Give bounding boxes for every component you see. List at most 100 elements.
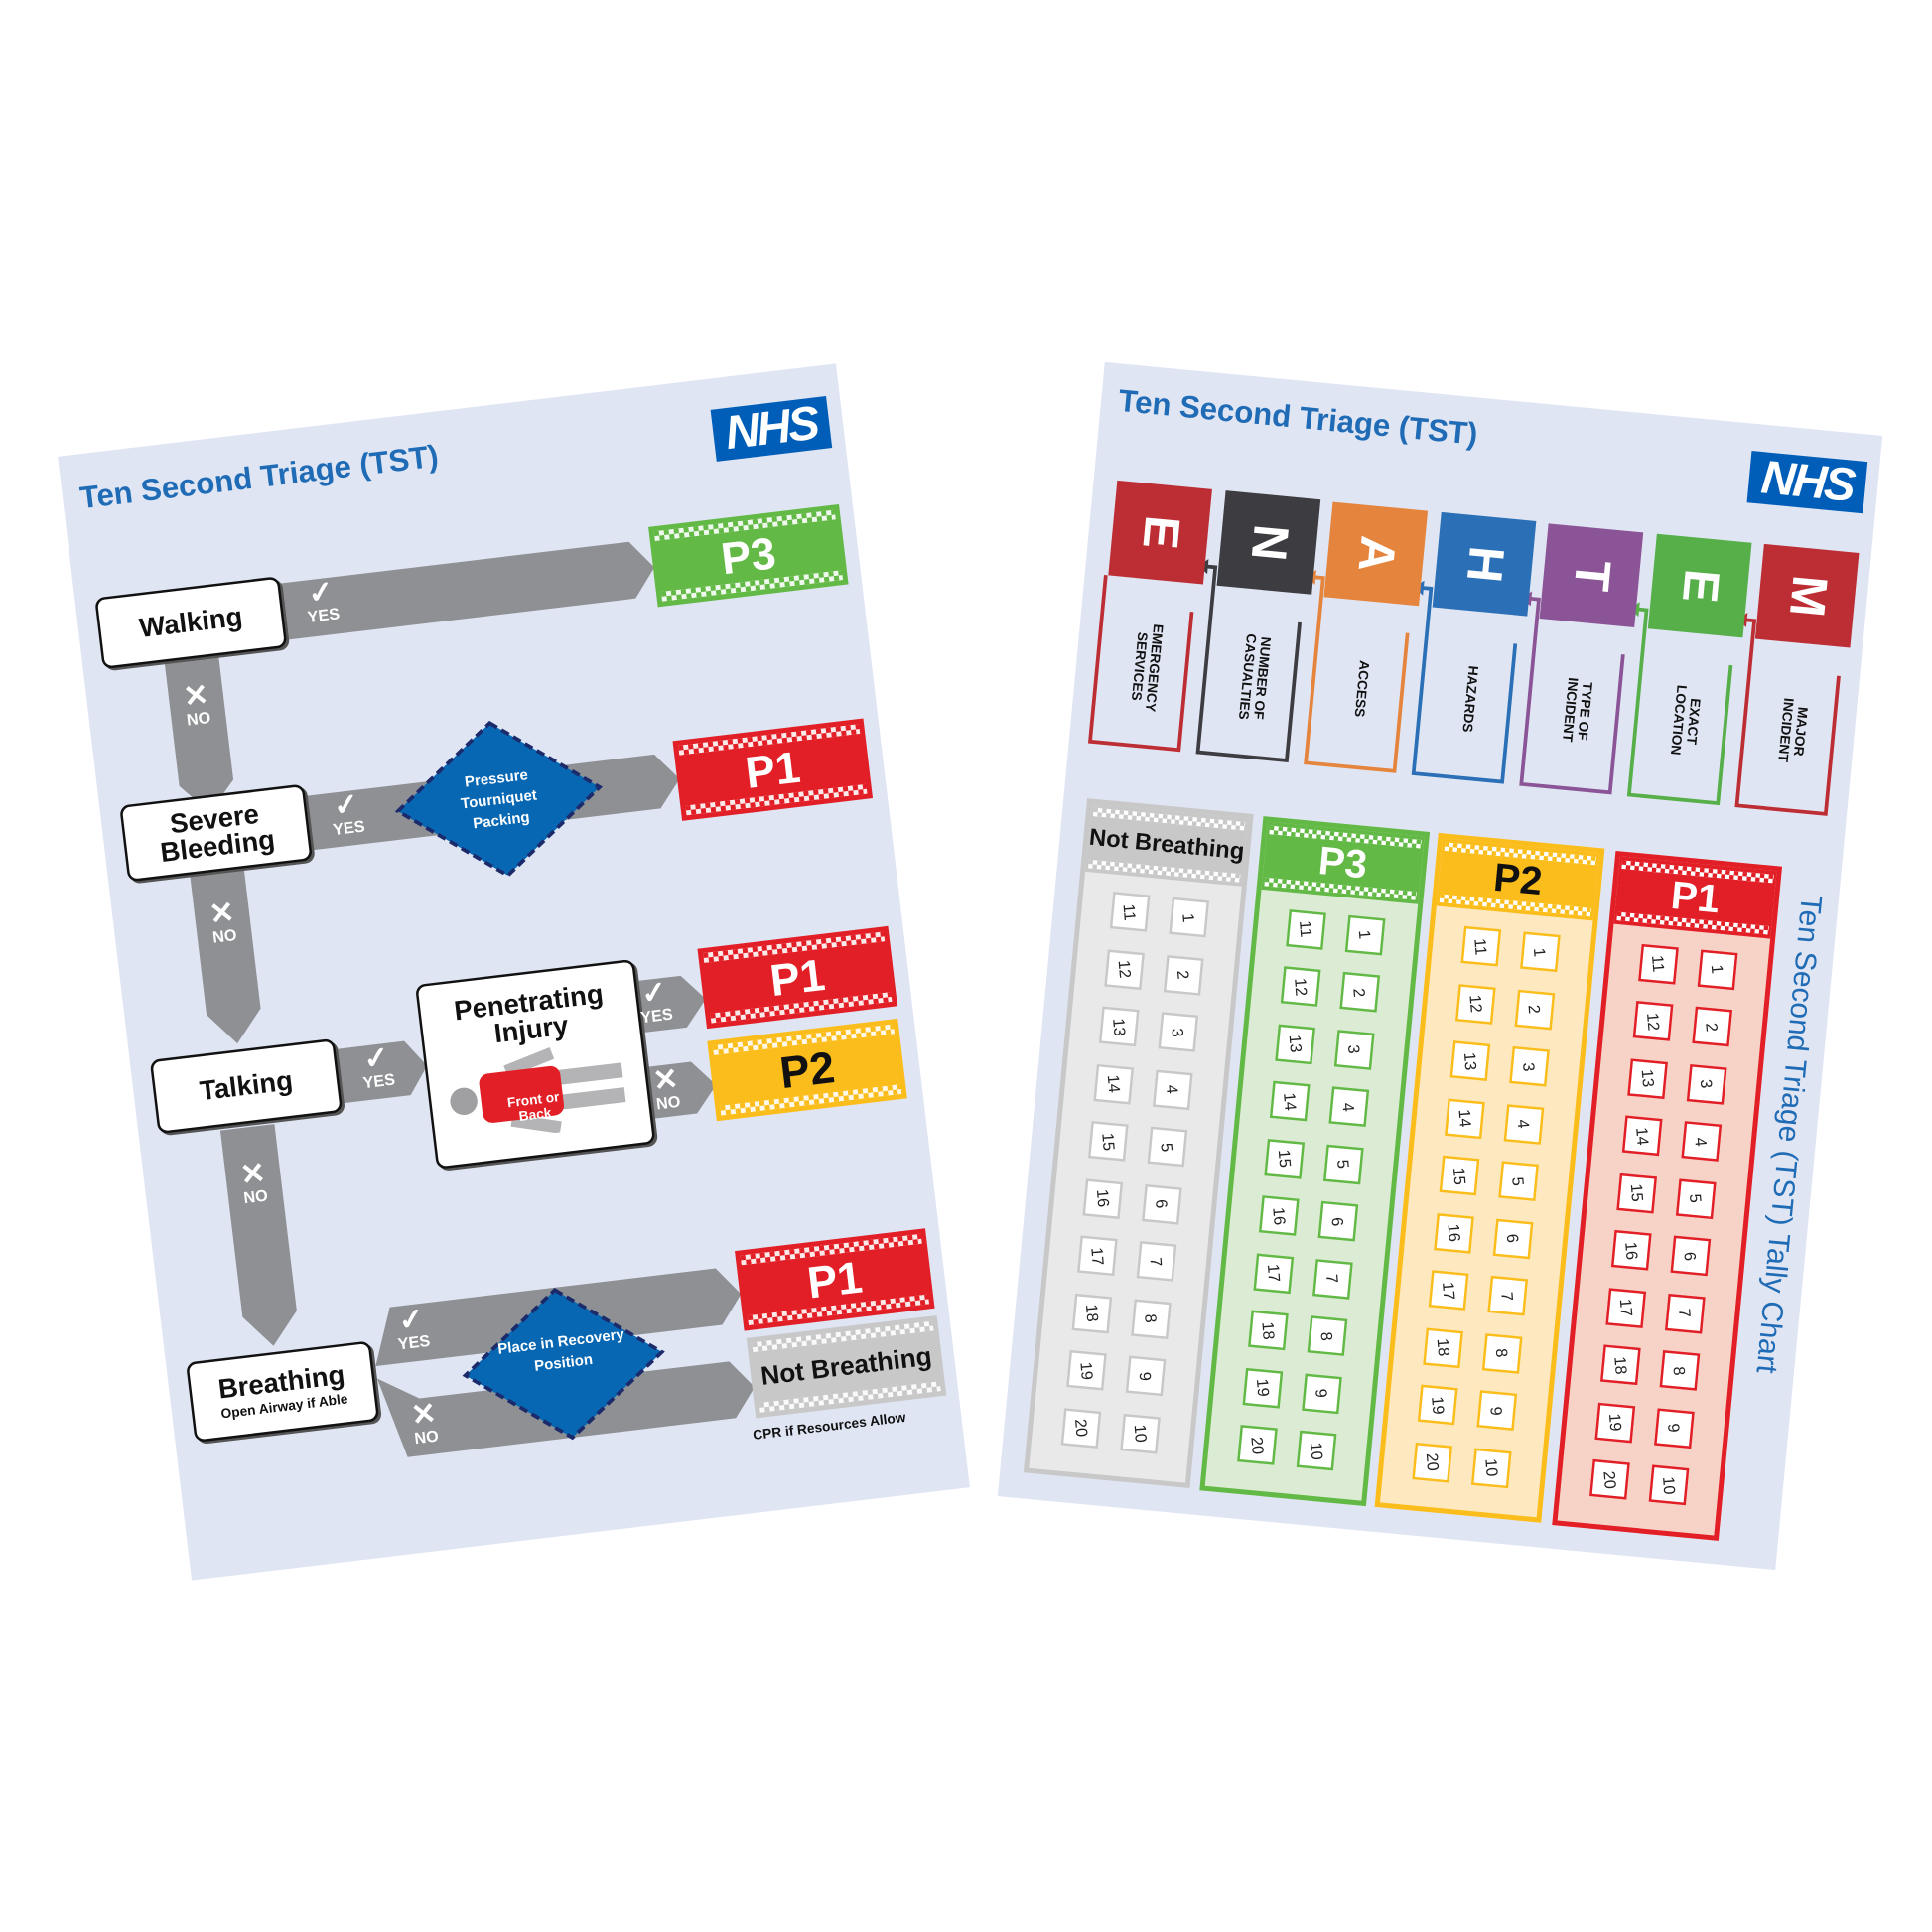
tally-cell[interactable]: 6	[1142, 1183, 1182, 1225]
tally-cell-number: 4	[1514, 1118, 1534, 1130]
tally-cell[interactable]: 3	[1686, 1063, 1727, 1105]
tally-cell[interactable]: 3	[1509, 1045, 1550, 1087]
tally-cell[interactable]: 13	[1627, 1057, 1669, 1099]
tally-cell[interactable]: 13	[1098, 1006, 1140, 1047]
tally-cell[interactable]: 13	[1275, 1023, 1316, 1064]
tally-cell[interactable]: 15	[1087, 1120, 1129, 1162]
arrow-walking-no	[164, 651, 234, 813]
arrow-injury-yes	[633, 975, 706, 1034]
tally-cell[interactable]: 19	[1594, 1402, 1636, 1443]
tally-cell[interactable]: 8	[1307, 1315, 1348, 1356]
tally-cell[interactable]: 16	[1082, 1177, 1124, 1219]
tally-cell[interactable]: 5	[1675, 1177, 1717, 1219]
tally-cell[interactable]: 1	[1344, 914, 1386, 955]
tally-cell-number: 6	[1503, 1233, 1523, 1244]
tally-cell[interactable]: 9	[1125, 1355, 1167, 1397]
tally-cell[interactable]: 18	[1248, 1310, 1289, 1351]
tally-cell[interactable]: 5	[1322, 1143, 1364, 1184]
tally-cell[interactable]: 6	[1670, 1235, 1712, 1277]
tally-cell[interactable]: 20	[1589, 1458, 1630, 1500]
tally-cell[interactable]: 7	[1136, 1241, 1177, 1282]
tally-cell[interactable]: 18	[1071, 1293, 1113, 1333]
tally-cell-number: 19	[1428, 1395, 1449, 1415]
tally-cell[interactable]: 20	[1237, 1424, 1278, 1465]
tally-cell-number: 4	[1339, 1101, 1359, 1112]
tally-cell[interactable]: 17	[1077, 1235, 1118, 1277]
tally-cell[interactable]: 10	[1648, 1464, 1690, 1506]
ethane-letter-box: H	[1432, 512, 1536, 617]
tally-cell[interactable]: 17	[1605, 1287, 1647, 1328]
tally-cell[interactable]: 13	[1449, 1040, 1491, 1081]
tally-cell[interactable]: 1	[1169, 897, 1210, 938]
tally-cell[interactable]: 4	[1681, 1121, 1723, 1162]
tally-cell[interactable]: 19	[1066, 1349, 1107, 1391]
tally-cell[interactable]: 7	[1312, 1258, 1353, 1300]
ethane-outline	[1087, 575, 1194, 753]
tally-cell[interactable]: 11	[1638, 943, 1679, 985]
tally-cell[interactable]: 2	[1514, 989, 1556, 1030]
tally-cell[interactable]: 17	[1253, 1252, 1295, 1294]
tally-cell[interactable]: 18	[1423, 1326, 1464, 1368]
ethane-label: ACCESS	[1350, 659, 1372, 718]
tally-cell[interactable]: 3	[1333, 1029, 1375, 1070]
tally-cell[interactable]: 11	[1109, 892, 1151, 932]
tally-cell[interactable]: 20	[1412, 1442, 1453, 1483]
tally-cell[interactable]: 14	[1093, 1063, 1135, 1104]
tally-cell[interactable]: 2	[1339, 971, 1381, 1013]
tally-cell[interactable]: 8	[1659, 1349, 1701, 1391]
tally-cell[interactable]: 7	[1665, 1293, 1706, 1334]
tally-cell-number: 14	[1632, 1126, 1653, 1146]
tally-cell[interactable]: 2	[1692, 1006, 1733, 1047]
tally-cell[interactable]: 10	[1470, 1447, 1512, 1488]
tally-cell[interactable]: 19	[1417, 1384, 1458, 1426]
tally-cell[interactable]: 12	[1104, 948, 1146, 990]
ethane-label: NUMBER OF CASUALTIES	[1234, 633, 1273, 721]
tally-cell[interactable]: 15	[1264, 1138, 1306, 1179]
ethane-label: EMERGENCY SERVICES	[1127, 623, 1165, 713]
tally-cell[interactable]: 8	[1481, 1332, 1523, 1374]
tally-cell[interactable]: 5	[1498, 1161, 1539, 1202]
tally-cell[interactable]: 9	[1654, 1407, 1695, 1449]
tally-cell[interactable]: 12	[1454, 983, 1496, 1025]
tally-cell[interactable]: 9	[1302, 1372, 1342, 1414]
tally-cell[interactable]: 6	[1492, 1218, 1534, 1259]
tally-cell[interactable]: 12	[1632, 1000, 1674, 1041]
tally-cell[interactable]: 3	[1158, 1012, 1199, 1052]
yes-label: ✓ YES	[354, 1040, 401, 1092]
tally-cell[interactable]: 16	[1434, 1212, 1474, 1254]
tally-cell[interactable]: 10	[1120, 1413, 1161, 1453]
tally-cell[interactable]: 15	[1616, 1173, 1658, 1213]
tally-cell[interactable]: 12	[1280, 966, 1321, 1007]
tally-cell[interactable]: 7	[1487, 1275, 1529, 1316]
tally-cell-number: 16	[1621, 1240, 1642, 1261]
tally-cell[interactable]: 9	[1476, 1390, 1518, 1431]
tally-cell[interactable]: 4	[1328, 1086, 1370, 1128]
tally-cell[interactable]: 1	[1520, 931, 1561, 973]
tally-cell[interactable]: 16	[1610, 1229, 1652, 1271]
tally-cell[interactable]: 4	[1152, 1068, 1193, 1110]
tally-cell[interactable]: 5	[1147, 1126, 1188, 1168]
tally-cell[interactable]: 14	[1621, 1115, 1663, 1157]
tally-cell-number: 7	[1675, 1308, 1696, 1318]
tally-cell[interactable]: 15	[1439, 1155, 1480, 1196]
tally-cell[interactable]: 14	[1269, 1080, 1311, 1122]
arrow-walking-yes	[272, 541, 655, 641]
tally-cell-number: 17	[1087, 1246, 1108, 1266]
tally-cell[interactable]: 6	[1317, 1200, 1359, 1242]
tally-cell[interactable]: 1	[1697, 948, 1738, 990]
tally-cell-number: 13	[1459, 1050, 1480, 1071]
tally-cell-number: 18	[1081, 1303, 1102, 1323]
tally-cell[interactable]: 11	[1286, 908, 1326, 950]
ethane-letter-box: E	[1647, 533, 1751, 638]
tally-cell[interactable]: 4	[1503, 1103, 1545, 1145]
tally-cell[interactable]: 20	[1060, 1407, 1102, 1449]
tally-cell[interactable]: 19	[1242, 1367, 1284, 1409]
tally-cell[interactable]: 8	[1131, 1298, 1172, 1339]
tally-cell[interactable]: 10	[1296, 1430, 1337, 1471]
tally-cell[interactable]: 17	[1428, 1270, 1469, 1311]
tally-cell[interactable]: 18	[1599, 1344, 1641, 1386]
tally-cell[interactable]: 16	[1258, 1195, 1300, 1236]
tally-cell[interactable]: 2	[1163, 954, 1204, 996]
tally-cell[interactable]: 14	[1445, 1097, 1485, 1139]
tally-cell[interactable]: 11	[1460, 925, 1502, 967]
